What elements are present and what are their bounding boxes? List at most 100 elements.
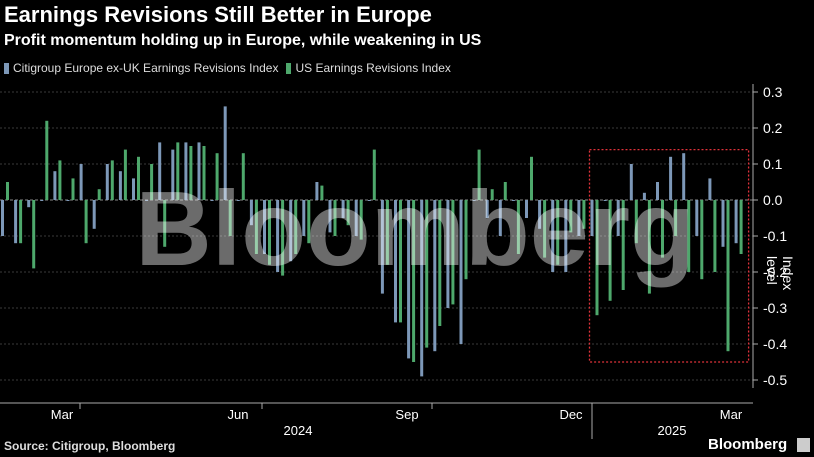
bar-europe [721, 200, 725, 247]
bar-us [294, 200, 298, 254]
bar-europe [525, 200, 528, 218]
bar-us [346, 200, 350, 226]
bar-us [123, 149, 127, 200]
legend-swatch-us [286, 62, 292, 74]
bar-us [45, 120, 49, 200]
bar-europe [145, 200, 149, 201]
bar-us [58, 160, 62, 200]
bar-us [150, 164, 154, 200]
bar-us [438, 200, 442, 326]
chart-subtitle: Profit momentum holding up in Europe, wh… [4, 32, 482, 49]
bar-europe [669, 156, 673, 200]
bar-us [307, 200, 311, 244]
source-note: Source: Citigroup, Bloomberg [4, 439, 176, 453]
bar-europe [511, 200, 515, 201]
bar-us [333, 200, 337, 236]
bar-europe [171, 149, 175, 200]
bar-europe [40, 200, 44, 201]
bar-europe [249, 200, 253, 226]
bar-us [516, 200, 520, 254]
bar-europe [223, 106, 227, 200]
bar-europe [53, 171, 57, 200]
bar-europe [708, 178, 712, 200]
y-tick-label: 0.0 [763, 192, 783, 208]
bar-europe [407, 200, 411, 359]
bar-us [241, 153, 245, 200]
bar-europe [485, 200, 489, 218]
bar-us [595, 200, 599, 316]
bar-europe [564, 200, 568, 272]
y-tick-label: -0.1 [763, 228, 787, 244]
bar-europe [538, 200, 542, 229]
y-tick-label: 0.3 [763, 84, 783, 100]
y-tick-label: -0.4 [763, 336, 787, 352]
bar-europe [210, 200, 214, 201]
bar-us [726, 200, 730, 352]
bar-us [189, 146, 193, 200]
bar-europe [394, 200, 397, 323]
bar-europe [590, 200, 594, 236]
bar-europe [354, 200, 358, 236]
bar-us [569, 200, 573, 233]
bar-us [6, 182, 9, 200]
bar-us [739, 200, 743, 254]
bar-us [647, 200, 651, 294]
bar-europe [629, 164, 633, 200]
bar-us [490, 189, 494, 200]
highlight-box [588, 148, 750, 363]
bar-europe [734, 200, 738, 244]
bar-europe [498, 200, 502, 236]
legend-item-us: US Earnings Revisions Index [286, 61, 451, 75]
legend-label-us: US Earnings Revisions Index [295, 61, 451, 75]
x-tick-label: Sep [395, 407, 418, 422]
bar-europe [472, 200, 476, 201]
bar-us [477, 149, 481, 200]
bar-europe [276, 200, 280, 272]
bar-us [464, 200, 468, 280]
bar-europe [603, 200, 607, 201]
bar-europe [289, 200, 293, 262]
bar-us [425, 200, 429, 348]
bar-europe [341, 200, 345, 218]
bloomberg-logo: Bloomberg [708, 436, 788, 453]
y-axis: 0.3 0.2 0.1 0.0 -0.1 -0.2 -0.3 -0.4 -0.5 [752, 84, 787, 388]
bar-europe [642, 192, 646, 200]
bar-us [359, 200, 363, 240]
bar-europe [656, 182, 659, 200]
bar-us [582, 200, 586, 229]
bar-us [621, 200, 625, 290]
bar-europe [1, 200, 4, 236]
bar-us [385, 200, 389, 265]
y-tick-label: -0.2 [763, 264, 787, 280]
y-axis-label: Index level [764, 256, 796, 291]
chart-icon [797, 438, 810, 452]
chart-title: Earnings Revisions Still Better in Europ… [4, 2, 432, 27]
bar-europe [132, 178, 135, 200]
bar-europe [184, 142, 188, 200]
year-label: 2025 [658, 423, 687, 438]
highlight-rectangle [588, 148, 750, 363]
bar-us [268, 200, 271, 265]
legend: Citigroup Europe ex-UK Earnings Revision… [4, 61, 451, 75]
year-label: 2024 [284, 423, 313, 438]
bar-europe [92, 200, 96, 229]
bar-us [372, 149, 376, 200]
bar-us [399, 200, 402, 323]
bar-europe [682, 153, 686, 200]
bar-europe [263, 200, 266, 254]
bar-europe [367, 200, 371, 201]
bar-europe [236, 200, 240, 201]
bar-europe [433, 200, 437, 352]
bar-us [608, 200, 612, 301]
bar-europe [27, 200, 31, 208]
bars [1, 106, 743, 377]
bar-us [543, 200, 547, 258]
bar-us [661, 200, 664, 258]
legend-item-europe: Citigroup Europe ex-UK Earnings Revision… [4, 61, 278, 75]
bar-us [110, 160, 114, 200]
y-tick-label: -0.5 [763, 372, 787, 388]
bar-us [281, 200, 285, 276]
bar-us [503, 182, 507, 200]
bar-europe [79, 164, 83, 200]
y-tick-label: -0.3 [763, 300, 787, 316]
